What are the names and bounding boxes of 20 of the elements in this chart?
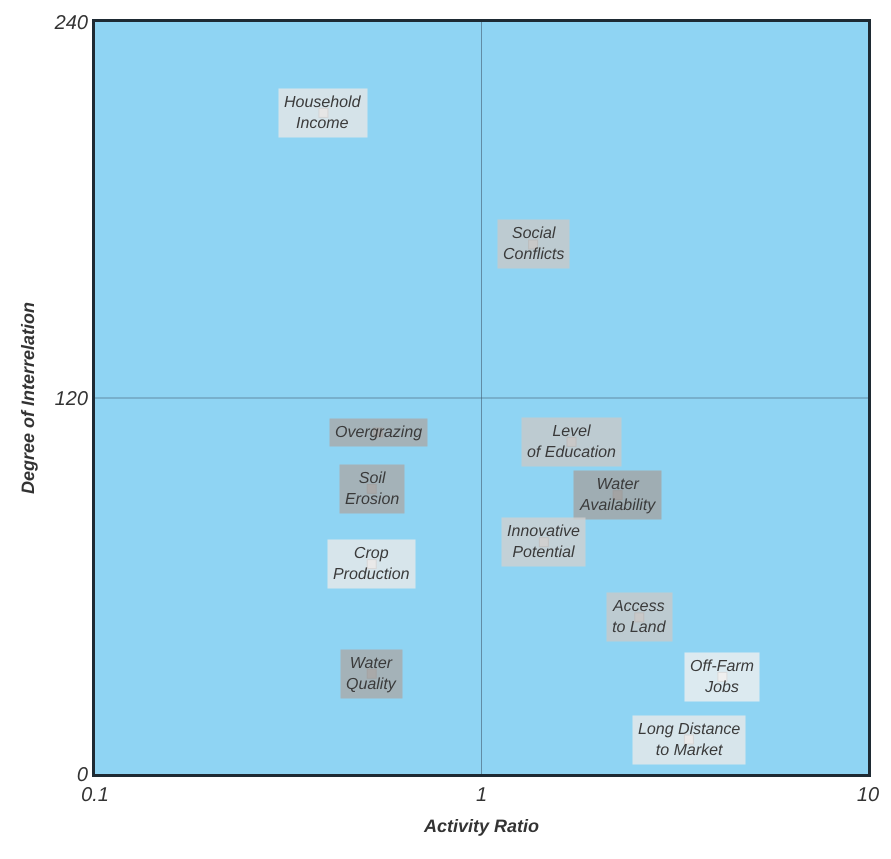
data-label: Social Conflicts — [503, 225, 564, 263]
data-label: Water Quality — [346, 655, 397, 693]
data-label: Long Distance to Market — [638, 721, 740, 759]
data-label: Level of Education — [527, 423, 616, 461]
x-tick-label: 10 — [856, 784, 880, 806]
data-label: Soil Erosion — [345, 470, 400, 508]
data-label: Overgrazing — [335, 424, 422, 441]
data-label: Household Income — [284, 94, 362, 132]
data-label: Water Availability — [579, 476, 656, 514]
y-axis-title: Degree of Interrelation — [18, 302, 38, 494]
x-axis-title: Activity Ratio — [422, 816, 540, 836]
y-tick-label: 120 — [54, 388, 88, 410]
y-tick-label: 0 — [76, 764, 88, 786]
data-label: Access to Land — [612, 598, 667, 636]
x-tick-label: 1 — [476, 784, 488, 806]
data-label: Crop Production — [333, 545, 410, 583]
y-tick-label: 240 — [54, 12, 88, 34]
data-label: Innovative Potential — [507, 523, 580, 561]
data-label: Off-Farm Jobs — [690, 658, 754, 696]
x-tick-label: 0.1 — [81, 784, 109, 806]
